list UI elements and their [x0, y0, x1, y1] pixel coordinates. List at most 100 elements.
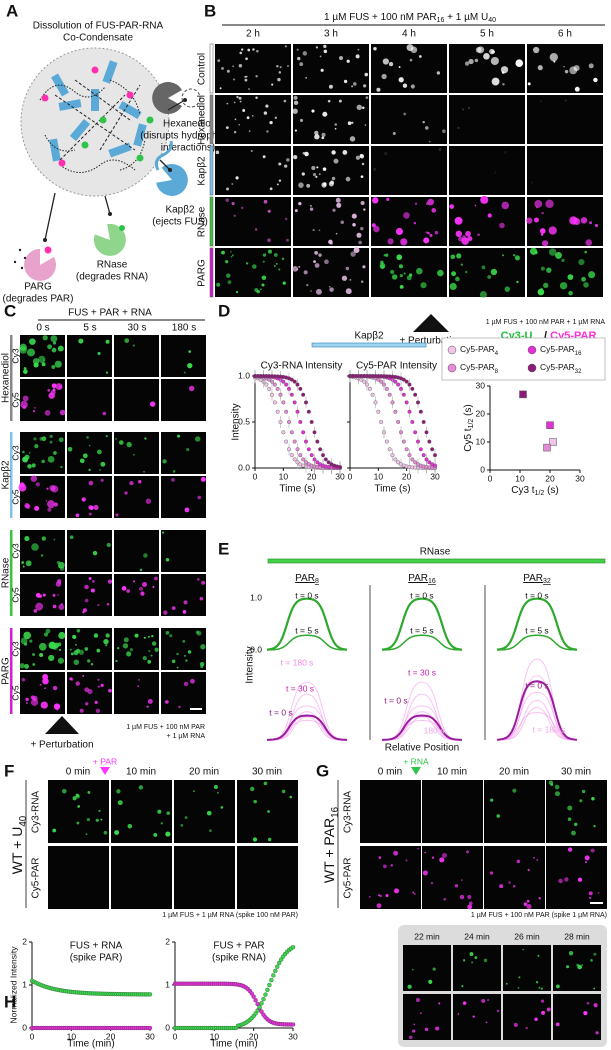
droplet	[124, 491, 128, 495]
droplet	[347, 121, 352, 126]
text-part: 1 µM FUS + 100 nM PAR	[324, 12, 437, 23]
fus-protein	[58, 99, 82, 111]
trace-point	[298, 386, 303, 391]
droplet	[537, 288, 545, 296]
droplet	[561, 258, 565, 263]
profile-curve	[267, 634, 347, 651]
label: + 1 µM RNA	[167, 733, 206, 740]
droplet	[350, 251, 356, 257]
droplet	[522, 948, 525, 951]
droplet	[143, 553, 148, 558]
trace-point	[401, 439, 406, 444]
trace-point	[393, 457, 398, 462]
droplet	[360, 280, 364, 283]
droplet	[273, 264, 276, 267]
label: Time (min)	[67, 1039, 114, 1050]
trace-point	[407, 382, 412, 387]
droplet	[399, 273, 403, 278]
droplet	[368, 895, 371, 898]
time-annotation: t = 180 s	[533, 724, 566, 734]
droplet	[526, 899, 530, 903]
droplet	[267, 810, 270, 813]
spike-label: + PAR	[93, 756, 117, 766]
legend-box	[441, 337, 606, 381]
micrograph	[48, 846, 109, 909]
droplet	[567, 805, 573, 811]
droplet	[114, 830, 120, 835]
trace-point	[284, 382, 289, 387]
droplet	[248, 88, 250, 90]
droplet	[540, 266, 545, 271]
droplet	[24, 536, 30, 542]
droplet	[72, 634, 77, 639]
droplet	[247, 48, 251, 52]
arrow	[104, 195, 111, 215]
droplet	[279, 66, 282, 69]
droplet	[230, 250, 232, 253]
trace-point	[315, 439, 320, 444]
droplet	[86, 817, 91, 822]
droplet	[425, 231, 428, 234]
channel-label: Cy5	[10, 392, 20, 407]
droplet	[263, 111, 268, 115]
trace-point	[390, 453, 395, 458]
droplet	[226, 273, 231, 278]
panel-title: PAR32	[523, 573, 551, 586]
droplet	[278, 179, 282, 182]
droplet	[23, 369, 28, 374]
droplet	[79, 458, 85, 464]
droplet	[465, 230, 471, 237]
droplet	[106, 602, 110, 606]
droplet	[410, 84, 415, 89]
droplet	[87, 790, 91, 794]
x-tick-label: 30	[335, 471, 345, 481]
droplet	[284, 45, 287, 48]
micrograph	[215, 146, 291, 195]
droplet	[88, 577, 92, 580]
channel-label: Cy3	[10, 543, 20, 558]
droplet	[435, 1026, 440, 1031]
droplet	[371, 223, 376, 228]
x-tick-label: 10	[67, 1031, 77, 1041]
droplet	[487, 213, 492, 218]
subscript: 16	[575, 351, 582, 357]
droplet	[245, 262, 249, 265]
droplet	[252, 48, 255, 51]
legend-swatch	[447, 345, 457, 355]
time-annotation: t = 30 s	[408, 667, 436, 677]
droplet	[276, 65, 279, 68]
trace-point	[421, 420, 426, 425]
droplet	[90, 588, 95, 593]
x-tick-label: 0	[488, 473, 493, 483]
trace-point	[284, 409, 289, 414]
droplet	[563, 65, 565, 68]
droplet	[554, 784, 560, 790]
micrograph	[449, 95, 525, 144]
droplet	[318, 229, 321, 232]
droplet	[25, 697, 29, 702]
droplet	[590, 848, 595, 853]
droplet	[376, 87, 381, 92]
label: Normalized Intensity	[8, 946, 18, 1024]
droplet	[147, 698, 153, 704]
droplet	[278, 162, 282, 166]
y-tick-label: 2	[165, 936, 170, 946]
droplet	[107, 579, 113, 584]
droplet	[349, 136, 356, 142]
droplet	[231, 183, 234, 185]
droplet	[19, 663, 25, 669]
droplet	[294, 129, 297, 132]
trace-point	[259, 1001, 264, 1006]
droplet	[356, 104, 363, 111]
droplet	[100, 683, 104, 688]
droplet	[365, 96, 369, 100]
droplet	[93, 633, 99, 638]
trace-point	[278, 420, 283, 425]
axis-label: Cy3 t1/2 (s)	[511, 485, 559, 498]
droplet	[200, 644, 206, 650]
fus-protein	[102, 60, 118, 84]
label: Intensity	[245, 646, 256, 683]
micrograph	[114, 530, 159, 572]
droplet	[581, 964, 584, 967]
